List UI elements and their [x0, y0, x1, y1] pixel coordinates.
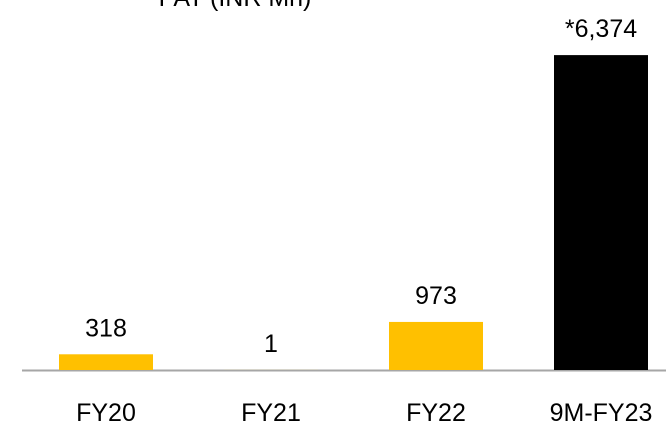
x-tick-label: 9M-FY23: [550, 399, 653, 422]
bar: [554, 55, 648, 370]
x-tick-label: FY22: [406, 399, 466, 422]
value-label: *6,374: [565, 15, 637, 43]
x-tick-label: FY20: [76, 399, 136, 422]
value-label: 973: [415, 282, 457, 310]
bar: [389, 321, 483, 370]
chart-title: PAT (INR Mn): [159, 0, 312, 12]
x-tick-label: FY21: [241, 399, 301, 422]
value-label: 318: [85, 314, 127, 342]
bar: [59, 354, 153, 370]
value-label: 1: [264, 330, 278, 358]
